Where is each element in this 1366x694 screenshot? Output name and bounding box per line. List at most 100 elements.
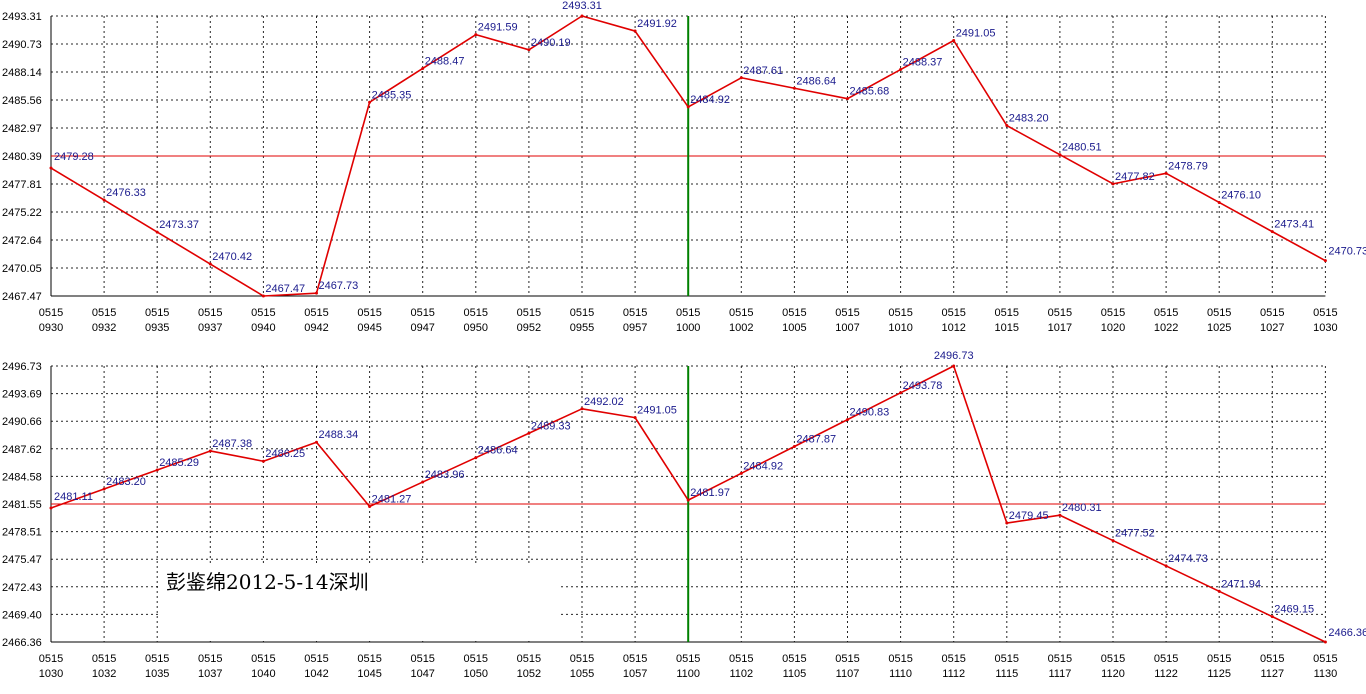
y-tick-label: 2490.66 <box>2 416 42 428</box>
x-tick-date-label: 0515 <box>570 653 594 665</box>
data-label: 2492.02 <box>584 396 624 408</box>
x-tick-time-label: 1130 <box>1314 668 1338 680</box>
data-point <box>527 431 531 435</box>
x-tick-time-label: 0955 <box>570 322 594 334</box>
data-point <box>474 33 478 37</box>
x-tick-date-label: 0515 <box>941 653 965 665</box>
x-tick-date-label: 0515 <box>941 307 965 319</box>
x-tick-date-label: 0515 <box>464 653 488 665</box>
x-tick-time-label: 1112 <box>942 668 965 680</box>
data-point <box>846 418 849 422</box>
data-point <box>792 86 796 90</box>
x-tick-time-label: 1047 <box>410 668 434 680</box>
data-point <box>1270 230 1274 234</box>
data-label: 2493.31 <box>562 0 602 12</box>
x-tick-time-label: 1032 <box>92 668 116 680</box>
data-label: 2481.97 <box>690 487 730 499</box>
y-tick-label: 2472.43 <box>2 582 42 594</box>
x-tick-date-label: 0515 <box>198 653 222 665</box>
data-point <box>474 456 478 460</box>
x-tick-time-label: 1125 <box>1207 668 1231 680</box>
x-tick-time-label: 1007 <box>835 322 859 334</box>
x-tick-time-label: 1102 <box>729 668 753 680</box>
x-tick-time-label: 1017 <box>1048 322 1072 334</box>
data-label: 2487.38 <box>212 438 252 450</box>
x-tick-date-label: 0515 <box>729 653 753 665</box>
data-label: 2487.87 <box>796 434 836 446</box>
x-tick-date-label: 0515 <box>676 653 700 665</box>
data-label: 2489.33 <box>531 420 571 432</box>
data-label: 2474.73 <box>1168 553 1208 565</box>
data-label: 2480.51 <box>1062 142 1102 154</box>
x-tick-time-label: 0947 <box>410 322 434 334</box>
y-tick-label: 2488.14 <box>2 67 42 79</box>
x-tick-date-label: 0515 <box>1048 653 1072 665</box>
data-point <box>1058 153 1062 157</box>
data-point <box>1164 564 1168 568</box>
data-point <box>368 504 372 508</box>
y-tick-label: 2490.73 <box>2 39 42 51</box>
data-point <box>633 29 637 33</box>
data-label: 2473.37 <box>159 219 199 231</box>
x-tick-date-label: 0515 <box>1207 653 1231 665</box>
data-label: 2485.35 <box>372 89 412 101</box>
data-label: 2479.45 <box>1009 510 1049 522</box>
y-tick-label: 2467.47 <box>2 291 42 303</box>
x-tick-date-label: 0515 <box>357 653 381 665</box>
x-tick-date-label: 0515 <box>92 653 116 665</box>
x-tick-date-label: 0515 <box>1048 307 1072 319</box>
data-point <box>739 76 743 80</box>
x-tick-date-label: 0515 <box>835 307 859 319</box>
x-tick-date-label: 0515 <box>888 307 912 319</box>
data-label: 2486.25 <box>265 448 305 460</box>
data-point <box>1323 259 1327 263</box>
data-point <box>580 407 584 411</box>
x-tick-time-label: 0945 <box>357 322 381 334</box>
x-tick-time-label: 1035 <box>145 668 169 680</box>
data-point <box>208 449 212 453</box>
x-tick-date-label: 0515 <box>39 307 63 319</box>
x-tick-time-label: 1052 <box>517 668 541 680</box>
x-tick-date-label: 0515 <box>198 307 222 319</box>
x-tick-date-label: 0515 <box>1154 653 1178 665</box>
x-tick-date-label: 0515 <box>835 653 859 665</box>
x-tick-date-label: 0515 <box>304 307 328 319</box>
y-tick-label: 2482.97 <box>2 123 42 135</box>
x-tick-date-label: 0515 <box>995 653 1019 665</box>
x-tick-date-label: 0515 <box>1260 307 1284 319</box>
data-label: 2483.20 <box>1009 113 1049 125</box>
x-tick-time-label: 0957 <box>623 322 647 334</box>
x-tick-time-label: 1055 <box>570 668 594 680</box>
y-tick-label: 2475.47 <box>2 554 42 566</box>
data-point <box>208 262 212 266</box>
x-tick-date-label: 0515 <box>888 653 912 665</box>
x-tick-time-label: 1107 <box>836 668 860 680</box>
data-label: 2483.96 <box>425 469 465 481</box>
x-tick-time-label: 1027 <box>1260 322 1284 334</box>
data-label: 2486.64 <box>796 75 836 87</box>
x-tick-time-label: 1002 <box>729 322 753 334</box>
data-label: 2491.59 <box>478 22 518 34</box>
x-tick-date-label: 0515 <box>570 307 594 319</box>
data-point <box>1111 182 1115 186</box>
x-tick-time-label: 1000 <box>676 322 700 334</box>
x-tick-time-label: 0940 <box>251 322 275 334</box>
x-tick-time-label: 1037 <box>198 668 222 680</box>
x-tick-time-label: 1012 <box>941 322 965 334</box>
y-tick-label: 2481.55 <box>2 499 42 511</box>
x-tick-time-label: 1030 <box>1313 322 1337 334</box>
x-tick-date-label: 0515 <box>251 653 275 665</box>
x-tick-time-label: 0952 <box>517 322 541 334</box>
x-tick-time-label: 1040 <box>251 668 275 680</box>
x-tick-time-label: 1010 <box>888 322 912 334</box>
data-label: 2470.42 <box>212 251 252 263</box>
x-tick-time-label: 1100 <box>676 668 700 680</box>
data-label: 2488.47 <box>425 55 465 67</box>
y-tick-label: 2493.69 <box>2 389 42 401</box>
x-tick-date-label: 0515 <box>357 307 381 319</box>
x-tick-time-label: 1122 <box>1154 668 1178 680</box>
y-tick-label: 2470.05 <box>2 263 42 275</box>
x-tick-date-label: 0515 <box>782 307 806 319</box>
data-point <box>846 97 849 101</box>
x-tick-date-label: 0515 <box>1101 653 1125 665</box>
